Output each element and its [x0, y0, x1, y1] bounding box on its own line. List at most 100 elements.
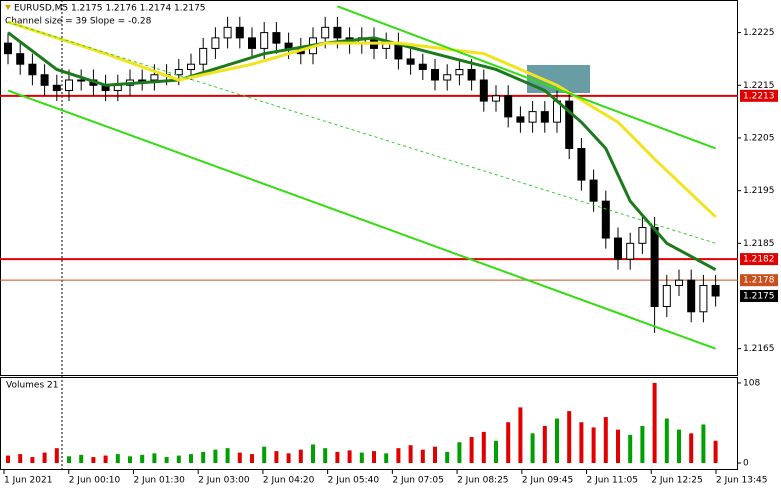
candle-body — [150, 74, 159, 81]
x-tick-label: 2 Jun 07:05 — [392, 476, 443, 486]
x-tick-label: 2 Jun 03:00 — [198, 476, 250, 486]
candle-body — [199, 47, 208, 65]
volume-bar — [213, 449, 218, 463]
volume-bar — [579, 422, 584, 463]
volume-bar — [311, 444, 315, 463]
volume-bar — [555, 418, 559, 463]
candle-body — [211, 37, 220, 49]
y-tick-label: 108 — [743, 378, 760, 388]
x-tick-label: 2 Jun 11:05 — [587, 476, 638, 486]
chart-title: EURUSD,M5 1.2175 1.2176 1.2174 1.2175 — [14, 4, 206, 14]
volume-bar — [616, 429, 620, 463]
indicator-line — [337, 5, 716, 150]
volume-bar — [335, 451, 340, 463]
candle-body — [675, 279, 683, 286]
candle-body — [333, 26, 342, 39]
volume-bar — [384, 453, 389, 463]
volume-bar — [18, 454, 23, 463]
candle-body — [4, 42, 12, 55]
volume-bar — [701, 424, 706, 463]
volume-bar — [591, 427, 596, 463]
candle-body — [699, 284, 708, 313]
candle-body — [589, 179, 598, 202]
candle-body — [650, 227, 659, 308]
volume-bar — [128, 456, 132, 463]
x-tick-label: 2 Jun 08:25 — [457, 476, 508, 486]
y-tick-label: 1.2195 — [743, 186, 775, 196]
volume-title: Volumes 21 — [6, 381, 58, 391]
candle-body — [52, 84, 61, 92]
candle-body — [235, 26, 244, 39]
y-tick-label: 1.2185 — [743, 239, 775, 249]
x-tick-label: 1 Jun 2021 — [4, 476, 52, 486]
volume-bar — [359, 452, 364, 463]
volume-bar — [396, 448, 401, 463]
volume-bar — [640, 425, 645, 463]
volume-bar — [42, 452, 47, 463]
level-label-box — [740, 89, 778, 102]
volume-bar — [298, 449, 303, 463]
volume-bar — [481, 431, 486, 463]
candle-body — [528, 111, 537, 123]
volume-bar — [225, 448, 230, 463]
candle-body — [467, 68, 476, 81]
volume-bar — [250, 454, 254, 463]
candle-body — [406, 58, 415, 65]
volume-bar — [323, 448, 328, 463]
volume-bar — [445, 451, 450, 463]
volume-bar — [91, 457, 96, 463]
candle-body — [187, 63, 195, 70]
volume-bar — [603, 417, 608, 463]
volume-bar — [189, 454, 193, 463]
volume-bar — [664, 418, 669, 463]
candle-body — [455, 68, 464, 76]
volume-bar — [152, 453, 157, 463]
candle-body — [711, 284, 720, 297]
candle-body — [626, 242, 635, 260]
volume-bar — [542, 425, 547, 463]
x-tick-label: 2 Jun 13:45 — [716, 476, 767, 486]
volume-bar — [164, 457, 169, 463]
indicator-line — [7, 89, 716, 350]
candle-body — [601, 200, 610, 239]
candle-body — [40, 74, 49, 86]
candle-body — [565, 100, 574, 149]
indicator-line — [7, 20, 717, 219]
indicator-line — [7, 31, 717, 271]
volume-bar — [518, 407, 523, 463]
level-label-box — [740, 274, 778, 287]
x-tick-label: 2 Jun 05:40 — [328, 476, 380, 486]
x-tick-label: 2 Jun 00:10 — [69, 476, 121, 486]
volume-panel — [0, 377, 738, 470]
volume-bar — [79, 454, 84, 463]
x-tick-label: 2 Jun 01:30 — [133, 476, 185, 486]
candle-body — [492, 95, 500, 102]
volume-bar — [372, 451, 376, 463]
candle-body — [504, 95, 513, 118]
candle-body — [174, 68, 183, 76]
volume-bar — [408, 445, 413, 463]
volume-bar — [6, 455, 10, 463]
candle-body — [431, 68, 439, 81]
symbol-icon — [5, 5, 11, 10]
candle-body — [321, 26, 330, 39]
candle-body — [443, 74, 452, 81]
x-tick-label: 2 Jun 04:20 — [263, 476, 315, 486]
candle-body — [662, 284, 671, 308]
volume-bar — [286, 453, 291, 463]
volume-bar — [628, 434, 633, 463]
candle-body — [516, 116, 525, 123]
volume-bar — [494, 440, 498, 463]
volume-bar — [457, 442, 462, 463]
y-tick-label: 1.2165 — [743, 344, 775, 354]
volume-bar — [433, 446, 437, 463]
candle-body — [77, 79, 86, 82]
volume-bar — [652, 382, 657, 463]
volume-bar — [30, 457, 35, 463]
level-label: 1.2213 — [743, 91, 775, 101]
y-tick-label: 0 — [743, 459, 749, 469]
candle-body — [418, 63, 427, 70]
level-label: 1.2175 — [743, 291, 775, 301]
